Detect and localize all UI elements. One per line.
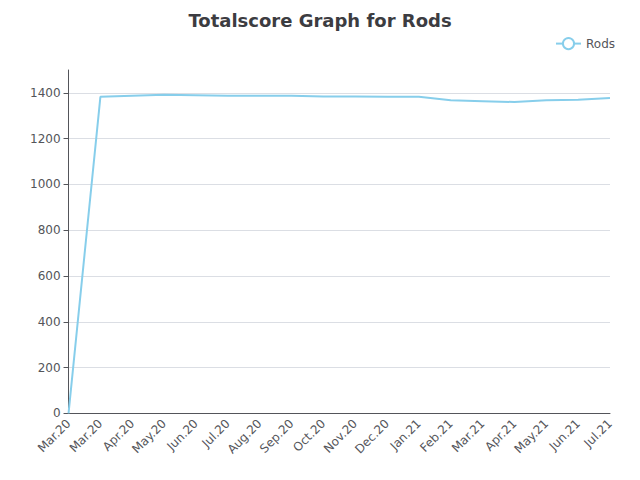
svg-text:Mar.20: Mar.20 [67,417,106,456]
svg-text:Rods: Rods [586,37,615,51]
svg-text:Sep.20: Sep.20 [257,417,296,456]
svg-text:May.20: May.20 [129,417,169,457]
svg-text:Apr.21: Apr.21 [482,416,520,454]
svg-text:Mar.21: Mar.21 [449,417,488,456]
svg-text:200: 200 [38,361,61,375]
svg-text:1400: 1400 [30,86,61,100]
svg-text:400: 400 [38,315,61,329]
svg-text:Mar.20: Mar.20 [35,417,74,456]
svg-text:Totalscore Graph for Rods: Totalscore Graph for Rods [188,10,451,31]
svg-text:800: 800 [38,223,61,237]
svg-text:Apr.20: Apr.20 [99,416,138,454]
svg-text:May.21: May.21 [512,417,552,457]
svg-text:Dec.20: Dec.20 [352,417,392,457]
svg-text:Jun.20: Jun.20 [164,417,201,454]
svg-text:Jun.21: Jun.21 [546,417,583,454]
svg-text:Jan.21: Jan.21 [387,417,424,454]
svg-text:Nov.20: Nov.20 [321,417,360,456]
svg-text:600: 600 [38,269,61,283]
svg-text:Aug.20: Aug.20 [225,417,265,457]
svg-text:Feb.21: Feb.21 [417,417,455,455]
svg-text:1000: 1000 [30,177,61,191]
svg-text:Oct.20: Oct.20 [290,416,329,455]
svg-text:0: 0 [53,406,61,420]
svg-text:Jul.20: Jul.20 [199,416,233,451]
svg-text:1200: 1200 [30,132,61,146]
svg-text:Jul.21: Jul.21 [581,417,615,451]
